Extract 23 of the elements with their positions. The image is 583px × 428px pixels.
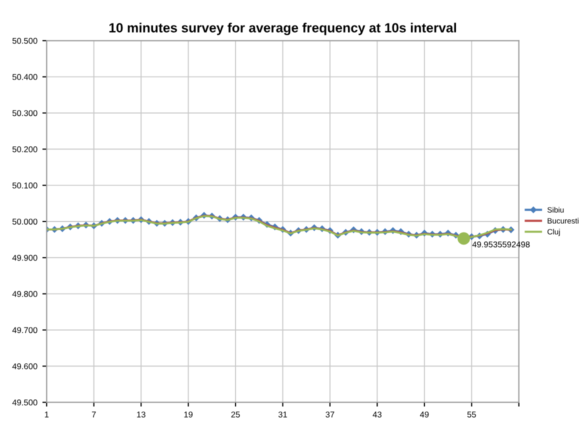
chart-title: 10 minutes survey for average frequency at 10s interval <box>109 22 456 36</box>
x-tick-label: 7 <box>92 412 96 418</box>
y-tick-label: 50.200 <box>12 146 38 152</box>
x-tick-label: 37 <box>326 412 334 418</box>
x-tick-label: 1 <box>44 412 49 418</box>
y-tick-label: 49.500 <box>12 400 38 406</box>
x-tick-label: 49 <box>420 412 429 418</box>
x-tick-label: 43 <box>372 412 382 418</box>
y-tick-label: 50.500 <box>12 38 38 44</box>
x-tick-label: 31 <box>278 412 287 418</box>
x-tick-label: 55 <box>467 412 476 418</box>
y-tick-label: 50.100 <box>12 182 38 188</box>
x-tick-label: 13 <box>137 412 146 418</box>
y-tick-label: 50.000 <box>12 218 38 225</box>
y-tick-label: 49.900 <box>12 254 38 261</box>
x-tick-label: 19 <box>184 412 193 418</box>
y-tick-label: 49.800 <box>12 291 38 297</box>
y-tick-label: 49.600 <box>12 363 38 370</box>
y-tick-label: 50.400 <box>12 74 38 80</box>
y-tick-label: 49.700 <box>12 327 38 334</box>
x-tick-label: 25 <box>231 412 240 418</box>
annotation: 49.9535592498 <box>472 241 530 248</box>
y-tick-label: 50.300 <box>12 110 38 116</box>
